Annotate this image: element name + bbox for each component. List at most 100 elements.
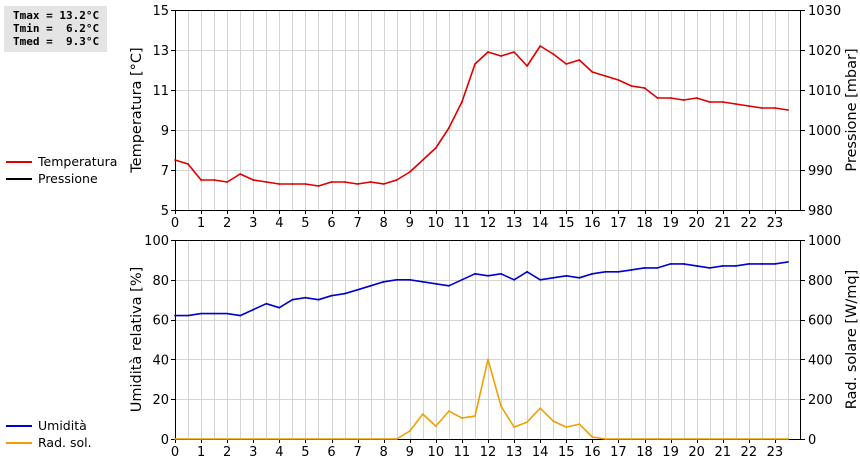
data-point-umidit- xyxy=(330,294,333,297)
data-point-rad-sol- xyxy=(578,423,581,425)
data-point-umidit- xyxy=(408,278,411,281)
x-tick-label: 22 xyxy=(741,216,758,231)
x-tick-label: 13 xyxy=(506,445,523,460)
data-point-rad-sol- xyxy=(382,438,385,440)
data-point-umidit- xyxy=(382,280,385,283)
data-point-rad-sol- xyxy=(721,438,724,440)
data-point-temperatura xyxy=(421,159,424,161)
x-tick-label: 21 xyxy=(714,216,731,231)
data-point-umidit- xyxy=(252,308,255,311)
data-point-rad-sol- xyxy=(487,358,489,361)
data-point-umidit- xyxy=(630,269,633,271)
data-point-umidit- xyxy=(500,272,502,275)
x-tick-label: 13 xyxy=(506,216,523,231)
data-point-rad-sol- xyxy=(591,436,594,438)
data-point-temperatura xyxy=(747,105,750,107)
data-point-umidit- xyxy=(513,278,515,281)
x-tick-label: 12 xyxy=(480,216,497,231)
data-point-temperatura xyxy=(395,179,398,181)
data-point-rad-sol- xyxy=(187,438,189,440)
x-tick-label: 22 xyxy=(741,445,758,460)
y-axis-title-right: Rad. solare [W/mq] xyxy=(844,270,860,409)
data-point-rad-sol- xyxy=(291,438,294,440)
data-point-umidit- xyxy=(617,270,620,273)
data-point-umidit- xyxy=(656,267,659,269)
x-tick-label: 2 xyxy=(223,216,231,231)
data-point-rad-sol- xyxy=(421,413,424,415)
data-point-temperatura xyxy=(265,181,268,183)
legend-label-temperatura: Temperatura xyxy=(38,154,118,169)
data-point-temperatura xyxy=(200,179,203,181)
x-tick-label: 2 xyxy=(223,445,231,460)
data-point-rad-sol- xyxy=(304,438,307,440)
data-point-temperatura xyxy=(500,55,502,57)
data-point-rad-sol- xyxy=(682,438,685,440)
data-point-umidit- xyxy=(434,282,437,285)
data-point-temperatura xyxy=(382,183,385,185)
x-tick-label: 3 xyxy=(249,445,257,460)
data-point-umidit- xyxy=(448,284,450,287)
data-point-umidit- xyxy=(695,265,698,267)
y-tick-label-right: 990 xyxy=(808,164,833,179)
x-tick-label: 3 xyxy=(249,216,257,231)
data-point-umidit- xyxy=(734,265,737,267)
y-tick-label-left: 20 xyxy=(152,393,169,408)
data-point-rad-sol- xyxy=(656,438,659,440)
data-point-temperatura xyxy=(461,101,463,103)
x-tick-label: 9 xyxy=(406,216,414,231)
data-point-temperatura xyxy=(774,107,776,109)
x-tick-label: 14 xyxy=(532,216,549,231)
tmax-stat: Tmax = 13.2°C xyxy=(13,9,100,22)
data-point-temperatura xyxy=(174,159,176,161)
data-point-rad-sol- xyxy=(278,438,281,440)
data-point-rad-sol- xyxy=(474,415,476,417)
data-point-temperatura xyxy=(291,183,294,185)
data-point-umidit- xyxy=(265,302,268,305)
x-tick-label: 15 xyxy=(558,445,575,460)
y-tick-label-left: 60 xyxy=(152,314,169,329)
y-tick-label-right: 1030 xyxy=(808,4,841,19)
data-point-rad-sol- xyxy=(539,407,542,410)
data-point-temperatura xyxy=(487,51,489,53)
data-point-umidit- xyxy=(356,288,359,291)
x-tick-label: 7 xyxy=(353,445,361,460)
temperatura-swatch xyxy=(6,161,32,163)
data-point-temperatura xyxy=(656,97,659,99)
data-point-rad-sol- xyxy=(343,438,346,440)
data-point-umidit- xyxy=(395,278,398,281)
x-tick-label: 18 xyxy=(636,445,653,460)
data-point-temperatura xyxy=(617,79,620,81)
y-tick-label-right: 1000 xyxy=(808,124,841,139)
y-axis-title-left: Umidità relativa [%] xyxy=(129,267,145,413)
x-tick-label: 10 xyxy=(428,216,445,231)
data-point-rad-sol- xyxy=(552,420,555,422)
data-point-rad-sol- xyxy=(617,438,620,440)
data-point-umidit- xyxy=(461,278,463,281)
chart-panel-1: 0 1 2 3 4 5 6 7 8 9 10 11 12 13 14 15 16 17 18 19 20 21 22 2357… xyxy=(129,4,860,231)
tmed-stat: Tmed = 9.3°C xyxy=(13,35,100,48)
y-tick-label-left: 40 xyxy=(152,353,169,368)
legend-label-umidita: Umidità xyxy=(38,418,87,433)
data-point-umidit- xyxy=(774,263,776,265)
data-point-temperatura xyxy=(330,181,333,183)
data-point-rad-sol- xyxy=(395,438,398,440)
y-axis-title-left: Temperatura [°C] xyxy=(129,47,145,173)
data-point-rad-sol- xyxy=(330,438,333,440)
data-point-rad-sol- xyxy=(787,438,789,440)
data-point-temperatura xyxy=(539,45,542,47)
data-point-temperatura xyxy=(513,51,515,53)
data-point-umidit- xyxy=(708,267,711,269)
data-point-rad-sol- xyxy=(461,417,463,419)
x-tick-label: 19 xyxy=(662,216,679,231)
data-point-temperatura xyxy=(213,179,216,181)
data-point-umidit- xyxy=(761,263,763,265)
x-tick-label: 4 xyxy=(275,216,283,231)
x-tick-label: 20 xyxy=(688,445,705,460)
data-point-rad-sol- xyxy=(761,438,763,440)
data-point-umidit- xyxy=(226,312,229,315)
y-tick-label-right: 800 xyxy=(808,274,833,289)
x-tick-label: 6 xyxy=(327,216,335,231)
data-point-rad-sol- xyxy=(369,438,372,440)
data-point-umidit- xyxy=(213,312,216,315)
y-tick-label-right: 600 xyxy=(808,314,833,329)
